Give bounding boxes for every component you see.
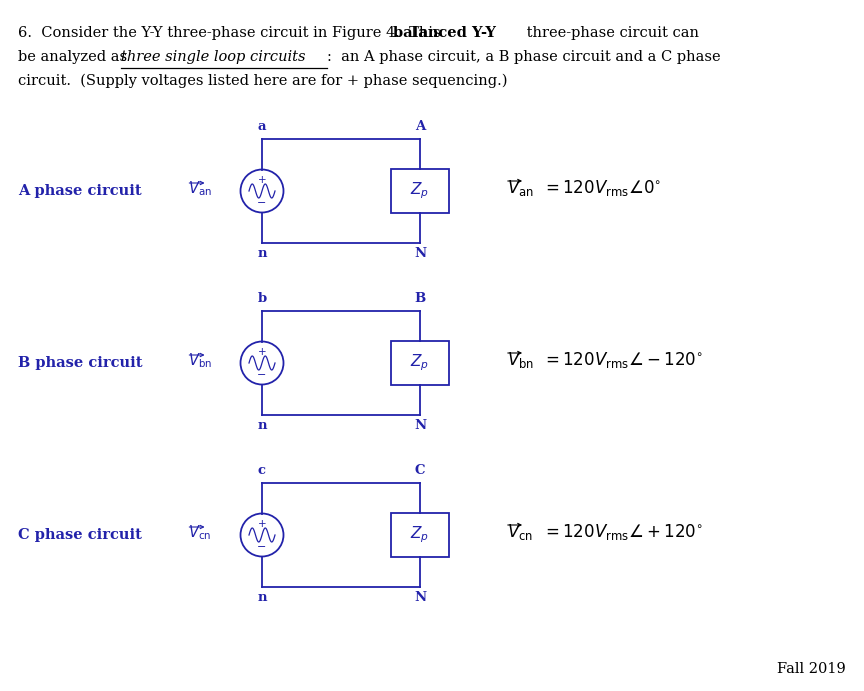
Text: c: c — [258, 464, 266, 477]
Text: $= 120V_{\mathrm{rms}}\angle+120^{\circ}$: $= 120V_{\mathrm{rms}}\angle+120^{\circ}… — [542, 522, 703, 542]
Text: circuit.  (Supply voltages listed here are for + phase sequencing.): circuit. (Supply voltages listed here ar… — [18, 74, 507, 88]
Text: a: a — [257, 120, 266, 133]
Text: n: n — [257, 419, 267, 432]
Text: $V_{\mathrm{bn}}$: $V_{\mathrm{bn}}$ — [507, 350, 534, 370]
Text: +: + — [257, 519, 266, 529]
Text: Fall 2019: Fall 2019 — [778, 662, 846, 676]
Text: $= 120V_{\mathrm{rms}}\angle0^{\circ}$: $= 120V_{\mathrm{rms}}\angle0^{\circ}$ — [542, 178, 661, 198]
Text: n: n — [257, 247, 267, 260]
Text: $V_{\mathrm{an}}$: $V_{\mathrm{an}}$ — [507, 178, 534, 198]
Text: be analyzed as: be analyzed as — [18, 50, 131, 64]
Text: three-phase circuit can: three-phase circuit can — [522, 26, 699, 40]
Text: balanced Y-Y: balanced Y-Y — [393, 26, 496, 40]
Text: N: N — [414, 419, 426, 432]
Text: C: C — [415, 464, 425, 477]
Text: B: B — [415, 292, 426, 305]
Text: C phase circuit: C phase circuit — [18, 528, 142, 542]
Text: −: − — [257, 542, 267, 552]
Text: −: − — [257, 370, 267, 380]
Text: $V_{\mathrm{cn}}$: $V_{\mathrm{cn}}$ — [507, 522, 533, 542]
Bar — [391, 341, 449, 385]
Text: $Z_p$: $Z_p$ — [410, 524, 429, 545]
Text: 6.  Consider the Y-Y three-phase circuit in Figure 4.  This: 6. Consider the Y-Y three-phase circuit … — [18, 26, 445, 40]
Text: b: b — [257, 292, 267, 305]
Text: n: n — [257, 591, 267, 604]
Text: $V_{\mathrm{an}}$: $V_{\mathrm{an}}$ — [188, 180, 213, 198]
Text: $= 120V_{\mathrm{rms}}\angle-120^{\circ}$: $= 120V_{\mathrm{rms}}\angle-120^{\circ}… — [542, 350, 703, 370]
Text: −: − — [257, 198, 267, 208]
Text: A phase circuit: A phase circuit — [18, 184, 142, 198]
Text: :  an A phase circuit, a B phase circuit and a C phase: : an A phase circuit, a B phase circuit … — [327, 50, 721, 64]
Text: A: A — [415, 120, 425, 133]
Text: +: + — [257, 175, 266, 185]
Bar — [391, 513, 449, 557]
Text: $V_{\mathrm{bn}}$: $V_{\mathrm{bn}}$ — [188, 352, 213, 370]
Text: $Z_p$: $Z_p$ — [410, 352, 429, 373]
Text: $V_{\mathrm{cn}}$: $V_{\mathrm{cn}}$ — [188, 524, 212, 542]
Bar — [391, 169, 449, 213]
Text: +: + — [257, 347, 266, 357]
Text: B phase circuit: B phase circuit — [18, 356, 143, 370]
Text: N: N — [414, 247, 426, 260]
Text: N: N — [414, 591, 426, 604]
Text: $Z_p$: $Z_p$ — [410, 181, 429, 201]
Text: three single loop circuits: three single loop circuits — [121, 50, 306, 64]
